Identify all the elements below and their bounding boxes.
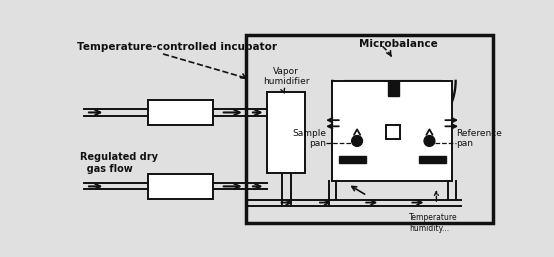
Text: Sample
pan: Sample pan	[293, 129, 326, 148]
Text: Mass flow
controller: Mass flow controller	[155, 103, 206, 122]
Bar	[246, 35, 493, 223]
Circle shape	[352, 135, 362, 146]
Bar	[267, 93, 305, 173]
Text: Temperature
humidity...: Temperature humidity...	[409, 213, 458, 233]
Bar	[386, 125, 400, 139]
Text: Reference
pan: Reference pan	[456, 129, 502, 148]
Text: Regulated dry
  gas flow: Regulated dry gas flow	[80, 152, 158, 174]
Circle shape	[424, 135, 435, 146]
Bar	[419, 156, 445, 163]
Text: Microbalance: Microbalance	[358, 39, 437, 49]
Bar	[388, 81, 399, 96]
Bar	[147, 100, 213, 125]
Bar	[338, 156, 366, 163]
Text: Temperature-controlled incubator: Temperature-controlled incubator	[77, 42, 277, 52]
Text: Mass flow
controller: Mass flow controller	[155, 177, 206, 196]
Text: Vapor
humidifier: Vapor humidifier	[263, 67, 310, 86]
Bar	[147, 174, 213, 199]
Bar	[332, 81, 452, 181]
